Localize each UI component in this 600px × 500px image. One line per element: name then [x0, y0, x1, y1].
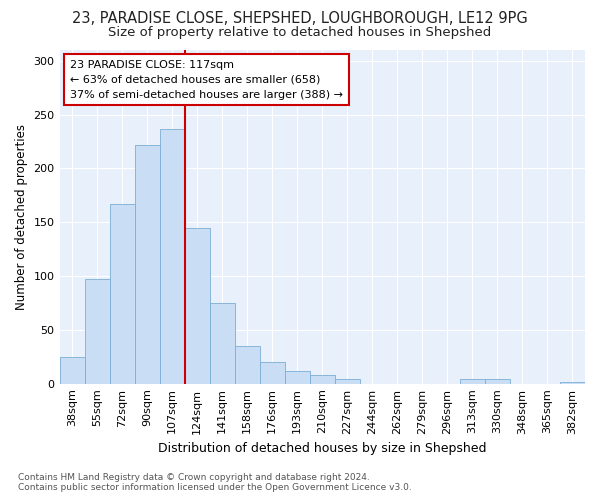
Bar	[485, 380, 510, 384]
X-axis label: Distribution of detached houses by size in Shepshed: Distribution of detached houses by size …	[158, 442, 487, 455]
Y-axis label: Number of detached properties: Number of detached properties	[15, 124, 28, 310]
Text: 23, PARADISE CLOSE, SHEPSHED, LOUGHBOROUGH, LE12 9PG: 23, PARADISE CLOSE, SHEPSHED, LOUGHBOROU…	[72, 11, 528, 26]
Text: Size of property relative to detached houses in Shepshed: Size of property relative to detached ho…	[109, 26, 491, 39]
Bar	[85, 280, 110, 384]
Bar	[209, 303, 235, 384]
Bar	[335, 380, 360, 384]
Bar	[285, 371, 310, 384]
Bar	[460, 380, 485, 384]
Bar	[160, 128, 185, 384]
Bar	[560, 382, 585, 384]
Bar	[235, 346, 260, 384]
Bar	[110, 204, 134, 384]
Text: 23 PARADISE CLOSE: 117sqm
← 63% of detached houses are smaller (658)
37% of semi: 23 PARADISE CLOSE: 117sqm ← 63% of detac…	[70, 60, 343, 100]
Bar	[134, 144, 160, 384]
Bar	[260, 362, 285, 384]
Bar	[59, 357, 85, 384]
Text: Contains HM Land Registry data © Crown copyright and database right 2024.
Contai: Contains HM Land Registry data © Crown c…	[18, 473, 412, 492]
Bar	[185, 228, 209, 384]
Bar	[310, 375, 335, 384]
